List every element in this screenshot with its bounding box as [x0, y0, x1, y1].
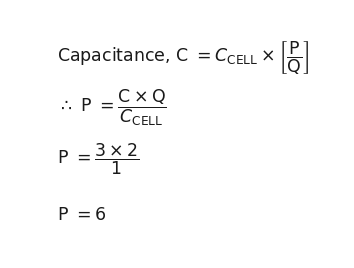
Text: P $= 6$: P $= 6$: [57, 206, 106, 224]
Text: P $= \dfrac{3 \times 2}{1}$: P $= \dfrac{3 \times 2}{1}$: [57, 141, 139, 177]
Text: Capacitance, C $= C_{\mathrm{CELL}} \times \left[\dfrac{\mathrm{P}}{\mathrm{Q}}\: Capacitance, C $= C_{\mathrm{CELL}} \tim…: [57, 39, 309, 77]
Text: $\therefore$ P $= \dfrac{\mathrm{C} \times \mathrm{Q}}{C_{\mathrm{CELL}}}$: $\therefore$ P $= \dfrac{\mathrm{C} \tim…: [57, 87, 166, 128]
